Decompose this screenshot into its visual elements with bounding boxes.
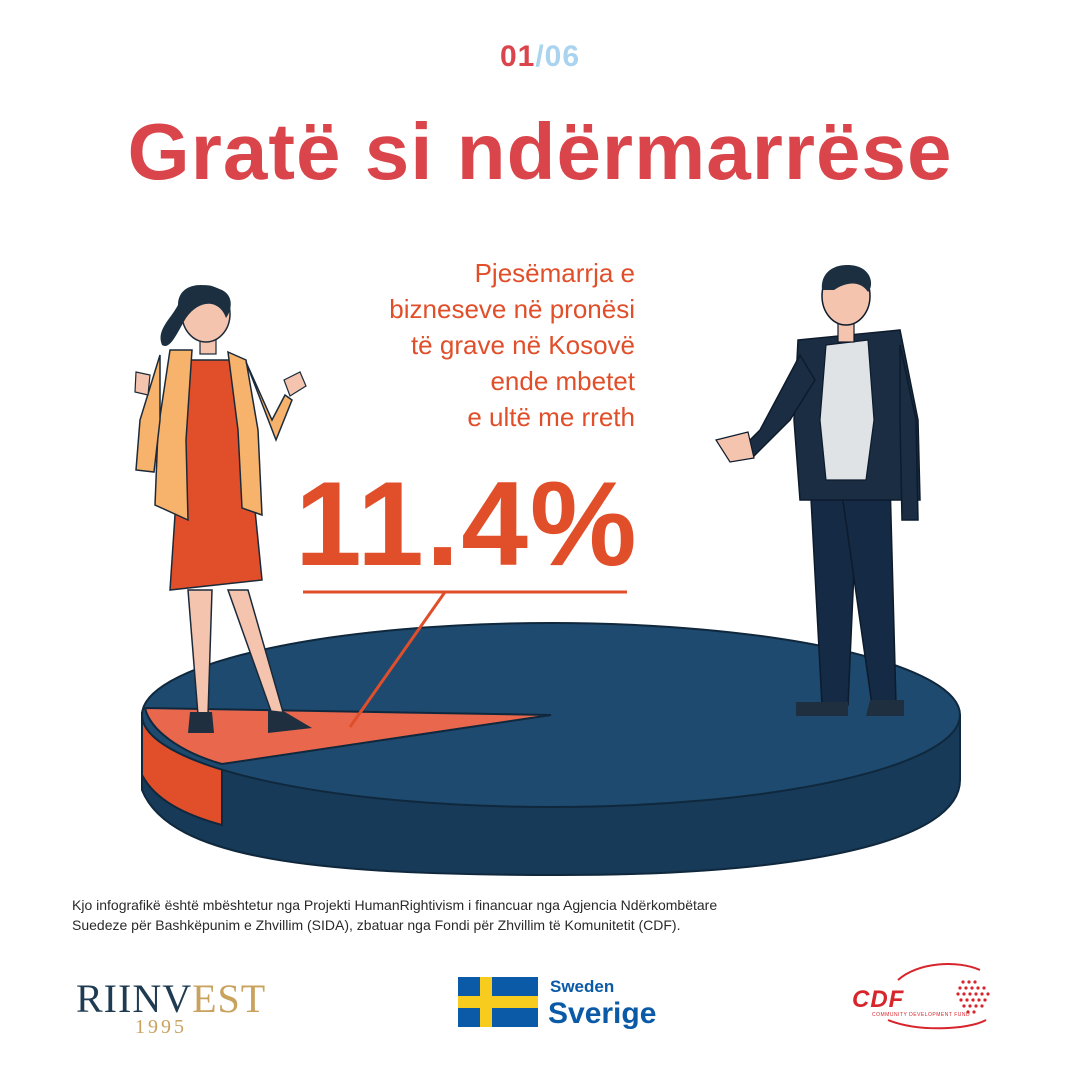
kosovo-map-icon <box>887 963 990 1030</box>
sweden-en: Sweden <box>550 977 615 996</box>
page-current: 01 <box>499 40 536 73</box>
footnote-line: Suedeze për Bashkëpunim e Zhvillim (SIDA… <box>72 917 681 933</box>
sweden-logo: Sweden Sverige <box>458 977 688 1030</box>
page-separator: / <box>535 40 545 73</box>
highlight-percentage: 11.4% <box>295 457 639 591</box>
riinvest-name-b: EST <box>192 976 267 1021</box>
callout-pointer <box>348 591 447 728</box>
riinvest-logo: RIINVEST 1995 <box>76 975 265 1039</box>
riinvest-name-a: RIINV <box>76 976 193 1021</box>
sweden-sv: Sverige <box>548 997 657 1030</box>
man-figure-icon <box>715 265 921 716</box>
statement-line: bizneseve në pronësi <box>389 294 635 324</box>
statement-line: ende mbetet <box>490 366 635 396</box>
page-total: 06 <box>544 40 581 73</box>
sweden-flag-icon <box>458 977 538 1027</box>
cdf-logo: CDF COMMUNITY DEVELOPMENT FUND <box>848 960 1028 1030</box>
statement-line: Pjesëmarrja e <box>474 258 635 288</box>
cdf-subtitle: COMMUNITY DEVELOPMENT FUND <box>872 1012 971 1018</box>
cdf-name: CDF <box>852 986 905 1013</box>
footnote: Kjo infografikë është mbështetur nga Pro… <box>72 895 832 935</box>
statement-line: të grave në Kosovë <box>410 330 635 360</box>
riinvest-year: 1995 <box>135 1016 187 1038</box>
footnote-line: Kjo infografikë është mbështetur nga Pro… <box>72 897 718 913</box>
woman-figure-icon <box>134 285 312 733</box>
pie-slice-top-orange <box>143 706 552 766</box>
page-counter: 01/06 <box>0 40 1080 74</box>
page-title: Gratë si ndërmarrëse <box>127 107 953 196</box>
statement-text: Pjesëmarrja e bizneseve në pronësi të gr… <box>305 255 635 435</box>
statement-line: e ultë me rreth <box>467 402 635 432</box>
